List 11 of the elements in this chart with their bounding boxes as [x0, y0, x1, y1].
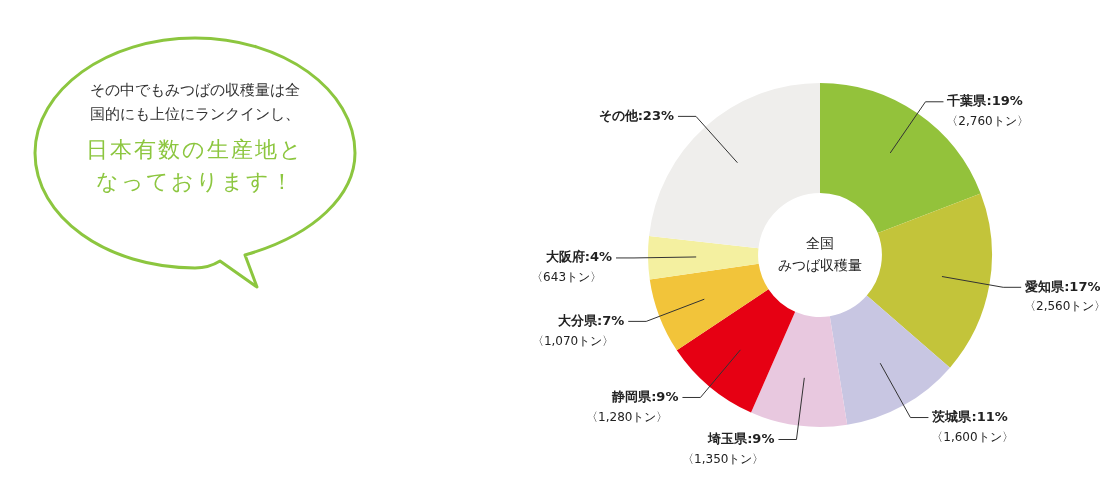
text: 日本有数の生産地となっております！ — [85, 136, 305, 196]
slice-label: 茨城県:11% 〈1,600トン〉 — [931, 408, 1014, 444]
slice-label: 大阪府:4% 〈643トン〉 — [531, 249, 613, 285]
slice-label: 埼玉県:9% 〈1,350トン〉 — [682, 430, 775, 466]
slice-label: その他:23% — [598, 107, 674, 123]
text: その中でもみつばの収穫量は全国的にも上位にランクインし、 — [89, 80, 301, 125]
slice-label: 千葉県:19% 〈2,760トン〉 — [946, 93, 1029, 128]
slice-label: 愛知県:17% 〈2,560トン〉 — [1023, 278, 1100, 314]
slice-label: 大分県:7% 〈1,070トン〉 — [531, 312, 625, 348]
text: 全国みつば収穫量 — [778, 234, 862, 273]
slice-label: 静岡県:9% 〈1,280トン〉 — [586, 388, 679, 424]
